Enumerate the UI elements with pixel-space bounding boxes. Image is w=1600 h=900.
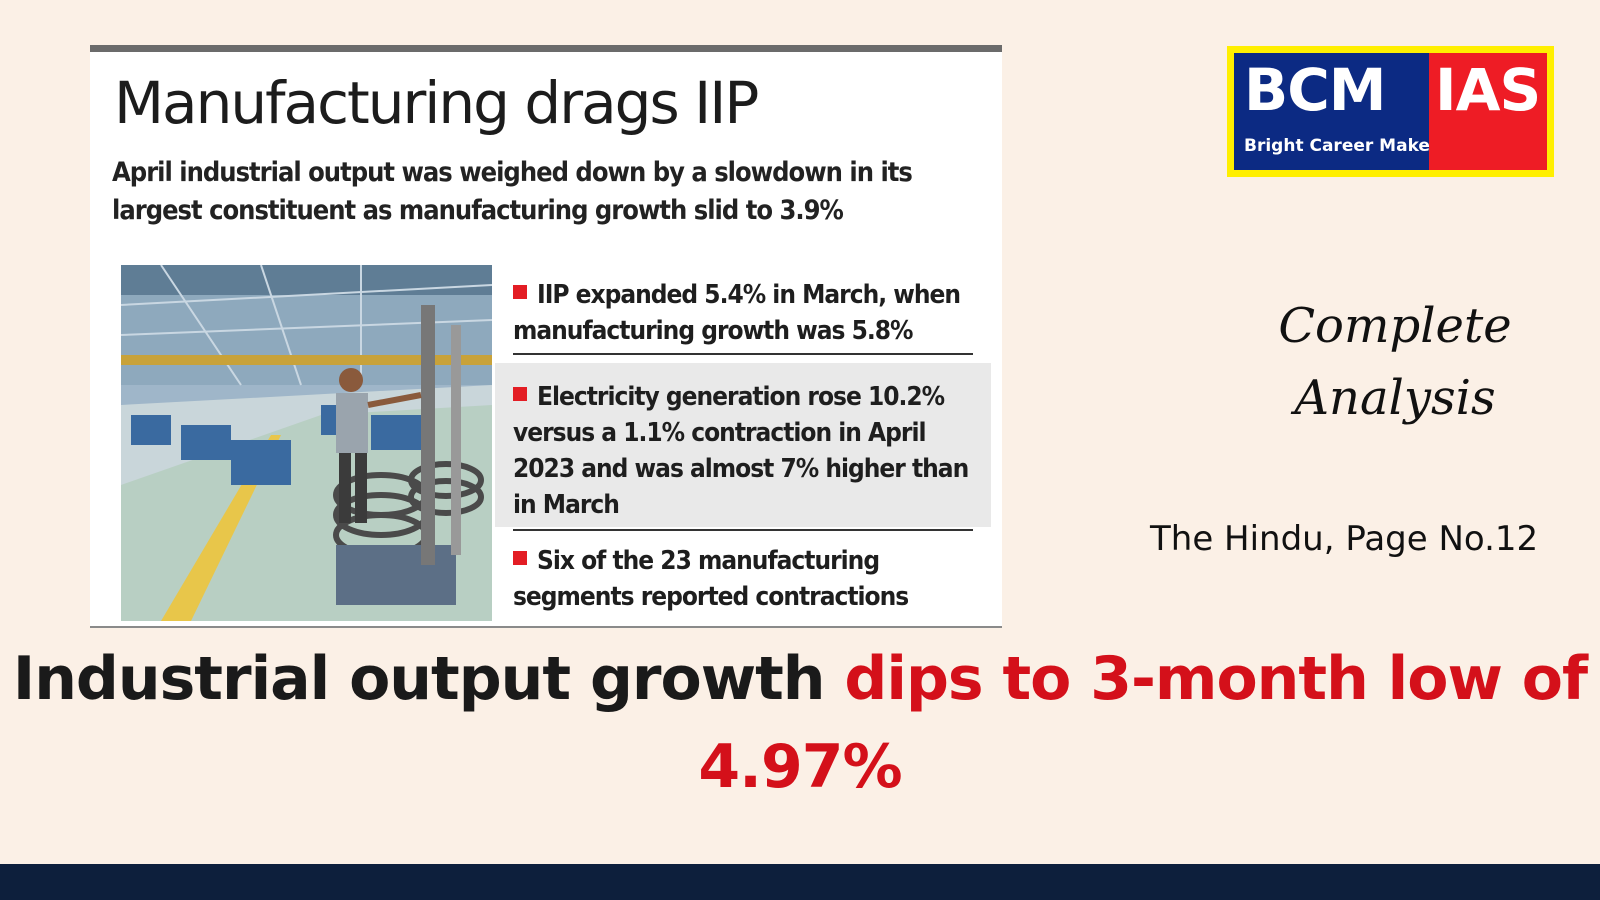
factory-photo <box>121 265 492 621</box>
headline-red: dips to 3-month low of 4.97% <box>698 644 1588 802</box>
clipping-title: Manufacturing drags IIP <box>114 69 759 137</box>
divider <box>513 529 973 531</box>
bcm-ias-logo: BCM Bright Career Maker IAS <box>1227 46 1554 177</box>
logo-bcm-text: BCM <box>1244 56 1386 124</box>
headline: Industrial output growth dips to 3-month… <box>0 635 1600 811</box>
logo-right-panel: IAS <box>1429 53 1547 170</box>
headline-black: Industrial output growth <box>12 644 826 714</box>
news-clipping: Manufacturing drags IIP April industrial… <box>90 45 1002 628</box>
bullet-point: Six of the 23 manufacturing segments rep… <box>513 546 909 612</box>
divider <box>513 353 973 355</box>
logo-ias-text: IAS <box>1435 56 1541 124</box>
bullet-square-icon <box>513 551 527 565</box>
logo-left-panel: BCM Bright Career Maker <box>1234 53 1438 170</box>
clipping-subtitle: April industrial output was weighed down… <box>112 157 913 226</box>
bullet-square-icon <box>513 285 527 299</box>
bullet-point: IIP expanded 5.4% in March, when manufac… <box>513 280 961 346</box>
footer-bar <box>0 864 1600 900</box>
source-label: The Hindu, Page No.12 <box>1150 519 1539 559</box>
bullet-point: Electricity generation rose 10.2% versus… <box>495 363 991 527</box>
bullet-points: IIP expanded 5.4% in March, when manufac… <box>495 265 995 621</box>
complete-analysis-label: Complete Analysis <box>1278 298 1512 426</box>
logo-tagline: Bright Career Maker <box>1244 136 1439 156</box>
bullet-square-icon <box>513 387 527 401</box>
